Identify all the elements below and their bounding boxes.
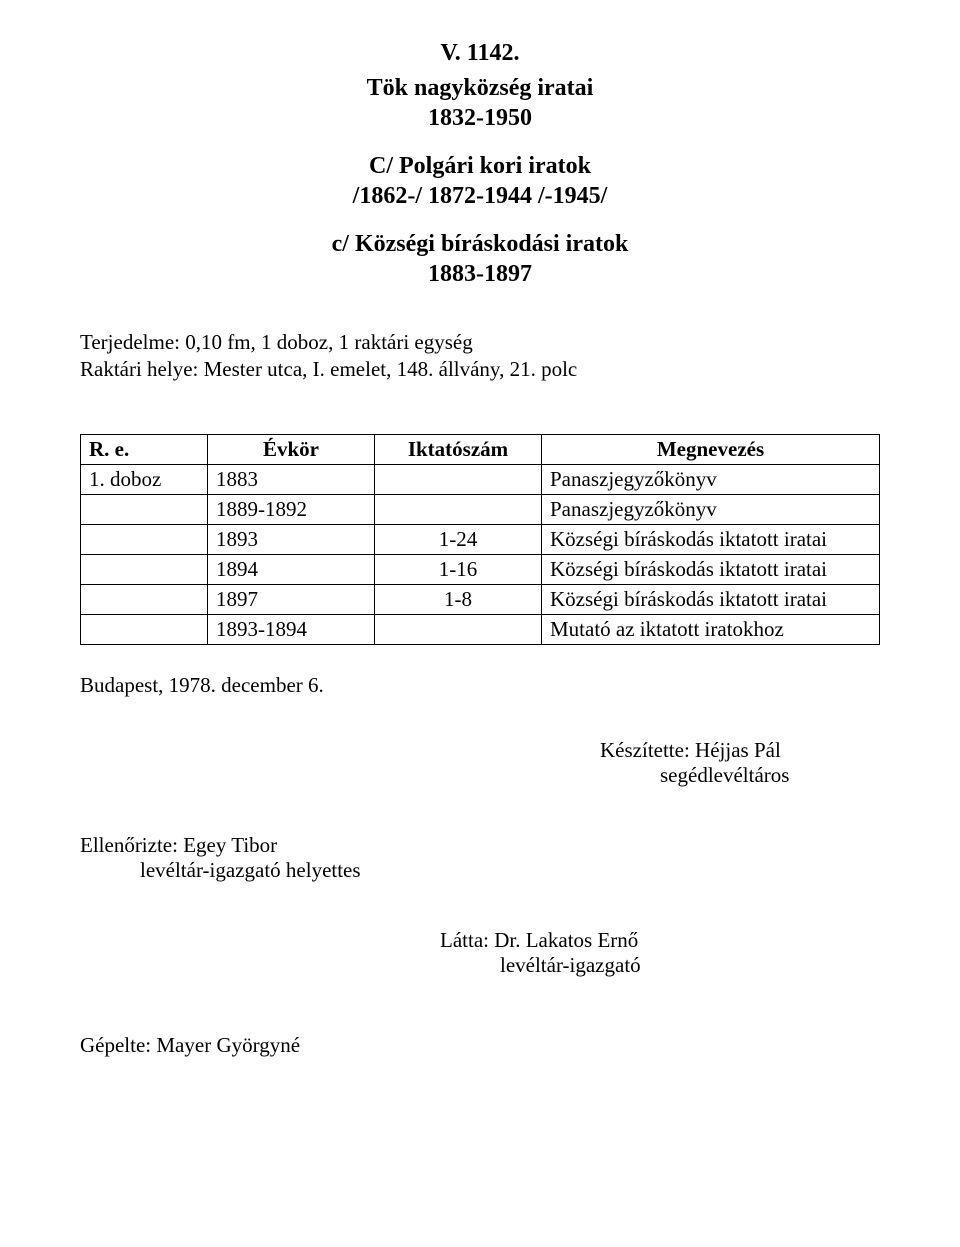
cell-meg: Községi bíráskodás iktatott iratai (542, 524, 880, 554)
date-line: Budapest, 1978. december 6. (80, 673, 880, 698)
cell-year: 1893 (208, 524, 375, 554)
table-row: 1893-1894 Mutató az iktatott iratokhoz (81, 614, 880, 644)
meta-line1: Terjedelme: 0,10 fm, 1 doboz, 1 raktári … (80, 329, 880, 356)
cell-ikt: 1-16 (375, 554, 542, 584)
th-ikt: Iktatószám (375, 434, 542, 464)
meta-line2: Raktári helye: Mester utca, I. emelet, 1… (80, 356, 880, 383)
cell-re (81, 494, 208, 524)
title-sub2-line1: c/ Községi bíráskodási iratok (332, 231, 629, 257)
cell-ikt (375, 494, 542, 524)
cell-re: 1. doboz (81, 464, 208, 494)
title-main-line2: 1832-1950 (428, 105, 532, 131)
cell-meg: Községi bíráskodás iktatott iratai (542, 554, 880, 584)
reviewer-line1: Ellenőrizte: Egey Tibor (80, 833, 880, 858)
title-sub1-line2: /1862-/ 1872-1944 /-1945/ (353, 183, 608, 209)
title-sub1: C/ Polgári kori iratok /1862-/ 1872-1944… (80, 151, 880, 211)
table-body: 1. doboz 1883 Panaszjegyzőkönyv 1889-189… (81, 464, 880, 644)
title-main-line1: Tök nagyközség iratai (367, 75, 594, 101)
cell-ikt (375, 614, 542, 644)
title-sub2: c/ Községi bíráskodási iratok 1883-1897 (80, 229, 880, 289)
reviewer-line2: levéltár-igazgató helyettes (80, 858, 880, 883)
reviewer-block: Ellenőrizte: Egey Tibor levéltár-igazgat… (80, 833, 880, 883)
archive-table: R. e. Évkör Iktatószám Megnevezés 1. dob… (80, 434, 880, 645)
title-main: Tök nagyközség iratai 1832-1950 (80, 73, 880, 133)
cell-year: 1897 (208, 584, 375, 614)
table-row: 1. doboz 1883 Panaszjegyzőkönyv (81, 464, 880, 494)
cell-meg: Panaszjegyzőkönyv (542, 464, 880, 494)
table-row: 1889-1892 Panaszjegyzőkönyv (81, 494, 880, 524)
cell-ikt: 1-24 (375, 524, 542, 554)
th-re: R. e. (81, 434, 208, 464)
title-sub1-line1: C/ Polgári kori iratok (369, 153, 591, 179)
seen-line1: Látta: Dr. Lakatos Ernő (440, 928, 880, 953)
cell-re (81, 554, 208, 584)
maker-block: Készítette: Héjjas Pál segédlevéltáros (600, 738, 880, 788)
meta-block: Terjedelme: 0,10 fm, 1 doboz, 1 raktári … (80, 329, 880, 384)
cell-year: 1894 (208, 554, 375, 584)
cell-meg: Községi bíráskodás iktatott iratai (542, 584, 880, 614)
cell-re (81, 524, 208, 554)
th-year: Évkör (208, 434, 375, 464)
typed-line: Gépelte: Mayer Györgyné (80, 1033, 880, 1058)
cell-ikt: 1-8 (375, 584, 542, 614)
page: V. 1142. Tök nagyközség iratai 1832-1950… (0, 0, 960, 1098)
cell-meg: Mutató az iktatott iratokhoz (542, 614, 880, 644)
seen-line2: levéltár-igazgató (440, 953, 880, 978)
cell-year: 1883 (208, 464, 375, 494)
table-row: 1897 1-8 Községi bíráskodás iktatott ira… (81, 584, 880, 614)
table-row: 1893 1-24 Községi bíráskodás iktatott ir… (81, 524, 880, 554)
cell-ikt (375, 464, 542, 494)
maker-line1: Készítette: Héjjas Pál (600, 738, 880, 763)
seen-block: Látta: Dr. Lakatos Ernő levéltár-igazgat… (440, 928, 880, 978)
table-row: 1894 1-16 Községi bíráskodás iktatott ir… (81, 554, 880, 584)
cell-meg: Panaszjegyzőkönyv (542, 494, 880, 524)
title-block: V. 1142. Tök nagyközség iratai 1832-1950… (80, 40, 880, 289)
cell-year: 1889-1892 (208, 494, 375, 524)
cell-re (81, 614, 208, 644)
title-sub2-line2: 1883-1897 (428, 261, 532, 287)
th-meg: Megnevezés (542, 434, 880, 464)
title-ref: V. 1142. (80, 40, 880, 67)
cell-year: 1893-1894 (208, 614, 375, 644)
cell-re (81, 584, 208, 614)
table-header-row: R. e. Évkör Iktatószám Megnevezés (81, 434, 880, 464)
maker-line2: segédlevéltáros (600, 763, 880, 788)
